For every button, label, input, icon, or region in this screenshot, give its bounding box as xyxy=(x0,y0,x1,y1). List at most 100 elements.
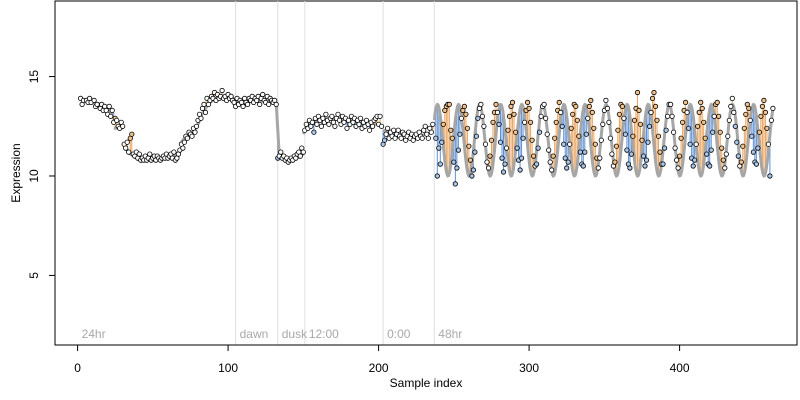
data-point xyxy=(564,165,570,171)
data-point xyxy=(695,123,701,129)
data-point xyxy=(448,127,454,133)
data-point xyxy=(490,119,496,125)
data-point xyxy=(585,115,591,121)
data-point xyxy=(123,145,129,151)
data-point xyxy=(740,143,746,149)
data-point xyxy=(147,151,153,157)
x-tick-label: 400 xyxy=(670,361,690,375)
data-point xyxy=(678,135,684,141)
data-point xyxy=(463,111,469,117)
data-point xyxy=(473,133,479,139)
y-axis: 5 10 15 xyxy=(27,70,56,279)
data-point xyxy=(734,139,740,145)
data-point xyxy=(696,109,702,116)
data-point xyxy=(524,99,531,106)
data-point xyxy=(565,159,571,165)
data-point xyxy=(549,167,555,173)
data-point xyxy=(202,109,209,116)
data-point xyxy=(556,99,562,106)
data-point xyxy=(184,135,190,141)
phase-label: dusk xyxy=(282,327,308,341)
data-point xyxy=(762,109,769,116)
fit-line-oscillation xyxy=(432,102,775,178)
data-point xyxy=(430,121,436,127)
data-point xyxy=(598,137,604,143)
data-point xyxy=(511,111,517,117)
data-point xyxy=(240,103,246,110)
fit-line-segment xyxy=(274,102,281,157)
data-point xyxy=(314,121,320,127)
data-point xyxy=(278,149,284,155)
data-point xyxy=(646,123,653,129)
plot-frame xyxy=(54,0,798,346)
data-point xyxy=(613,143,620,149)
data-point xyxy=(470,167,476,173)
data-point xyxy=(436,145,442,151)
data-point xyxy=(521,119,528,125)
data-point xyxy=(753,161,760,167)
data-point xyxy=(461,103,467,110)
data-point xyxy=(669,113,675,119)
data-point xyxy=(533,161,540,167)
data-point xyxy=(550,153,556,159)
data-point xyxy=(517,167,523,173)
data-point xyxy=(500,169,507,175)
data-point xyxy=(440,121,446,127)
data-point xyxy=(567,141,573,147)
data-point xyxy=(446,101,452,108)
data-point xyxy=(664,113,671,119)
data-point xyxy=(518,155,525,161)
data-point xyxy=(728,103,734,110)
data-point xyxy=(189,133,195,139)
x-axis-title: Sample index xyxy=(390,376,463,390)
data-point xyxy=(725,133,731,139)
data-point xyxy=(621,115,627,121)
data-point xyxy=(732,123,738,129)
data-point xyxy=(434,173,440,179)
data-point xyxy=(546,147,552,153)
data-point xyxy=(126,149,132,155)
data-point xyxy=(428,129,434,135)
data-point xyxy=(106,103,112,110)
data-point xyxy=(332,123,338,129)
data-point xyxy=(369,123,376,129)
phase-label: 12:00 xyxy=(309,327,339,341)
data-point xyxy=(329,113,335,119)
data-point xyxy=(637,121,644,127)
data-point xyxy=(692,157,698,163)
data-point xyxy=(493,101,499,108)
data-point xyxy=(698,99,704,106)
data-point xyxy=(738,159,744,165)
data-point xyxy=(612,159,618,165)
data-point xyxy=(670,129,677,135)
x-tick-label: 300 xyxy=(519,361,539,375)
data-point xyxy=(526,105,532,112)
data-point xyxy=(425,135,431,141)
data-point xyxy=(433,135,439,141)
data-point xyxy=(390,127,397,133)
data-point xyxy=(657,149,663,155)
data-point xyxy=(297,153,303,159)
data-point xyxy=(543,115,549,121)
data-point xyxy=(482,141,489,147)
data-point xyxy=(458,115,464,121)
data-point xyxy=(120,123,126,129)
data-point xyxy=(503,145,510,151)
data-point xyxy=(475,115,481,121)
data-point xyxy=(592,141,598,147)
data-point xyxy=(707,163,713,169)
data-point xyxy=(219,87,225,94)
data-point xyxy=(536,129,543,135)
data-point xyxy=(673,157,680,163)
data-point xyxy=(344,125,350,131)
data-point xyxy=(627,165,633,171)
data-point xyxy=(717,129,723,135)
data-point xyxy=(716,113,722,119)
data-point xyxy=(558,109,564,116)
data-point xyxy=(530,153,537,159)
data-point xyxy=(467,157,473,163)
data-point xyxy=(384,125,391,131)
data-point xyxy=(770,105,776,112)
data-point xyxy=(663,127,669,133)
